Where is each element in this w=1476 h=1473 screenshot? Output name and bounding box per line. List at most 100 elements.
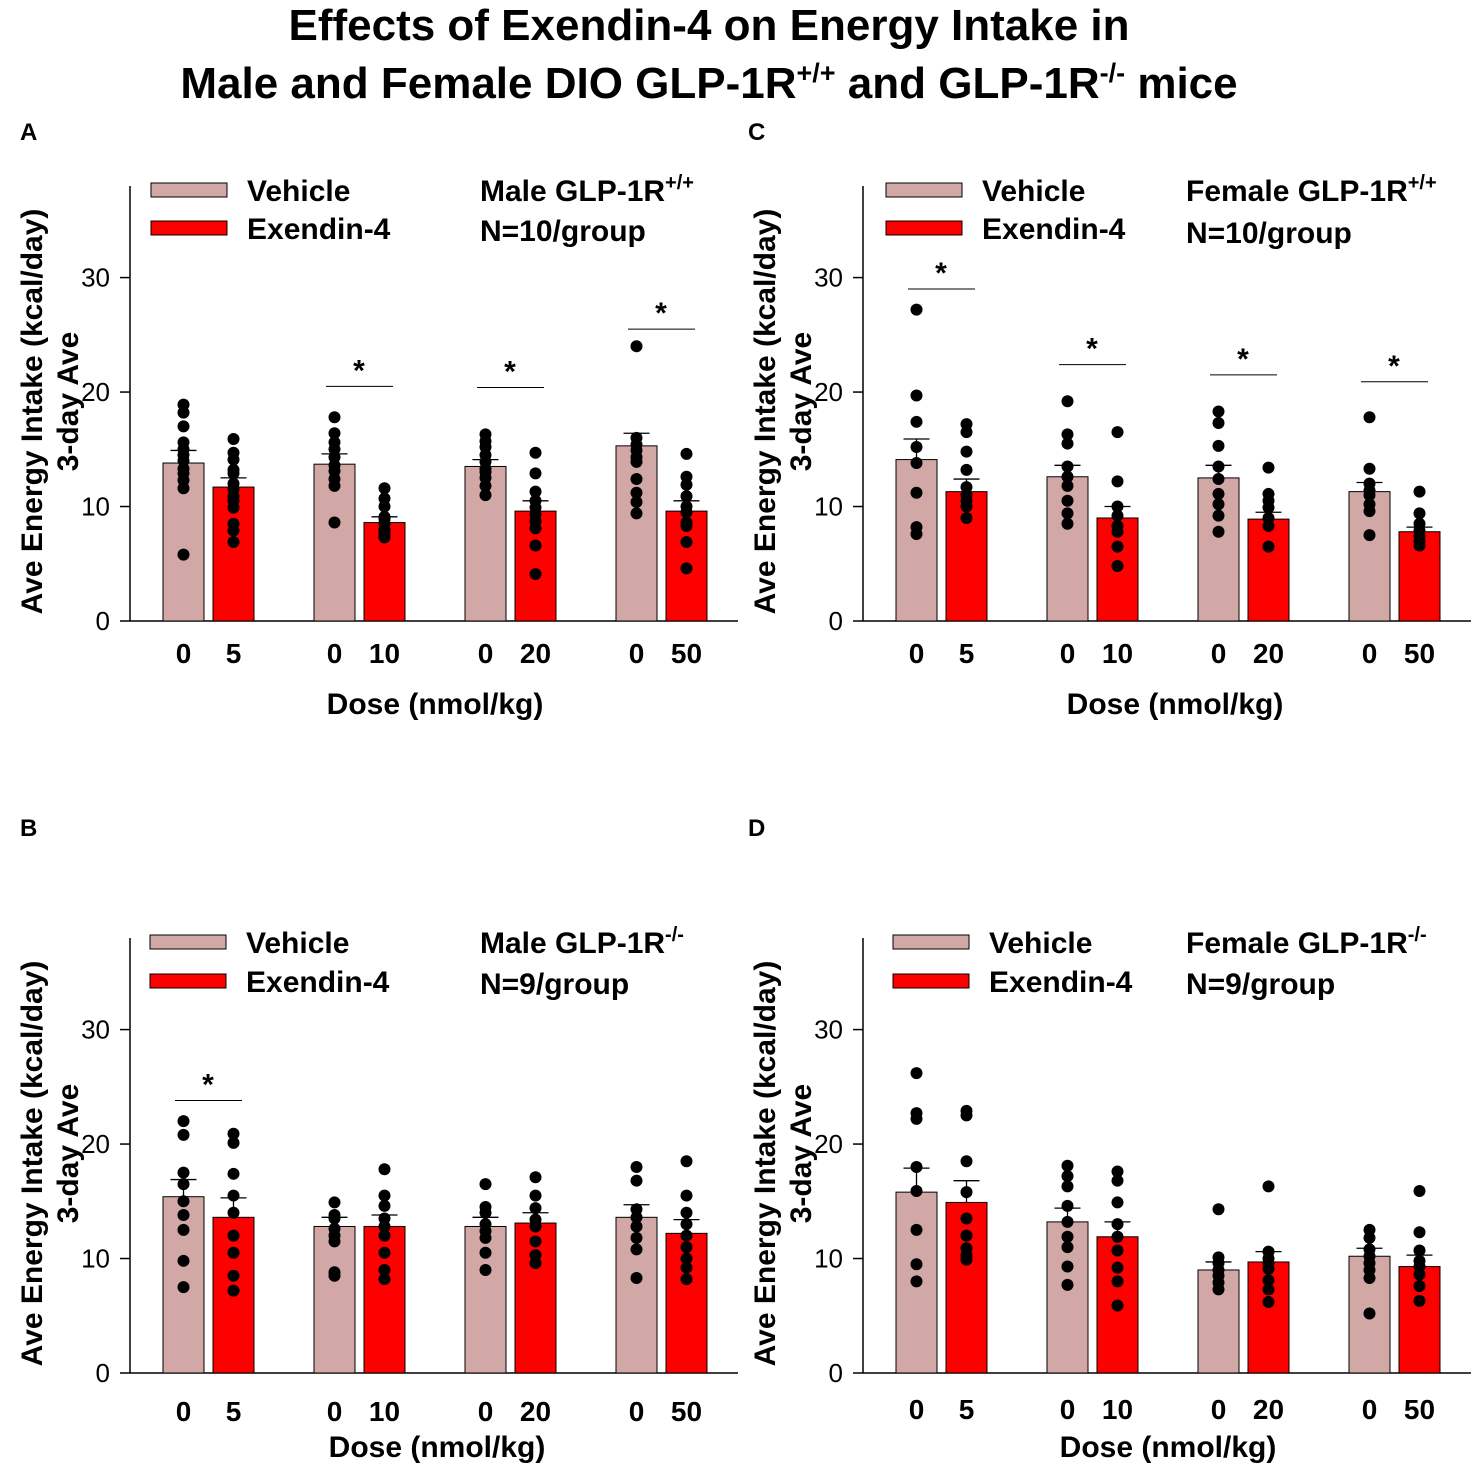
x-tick-label: 10	[1102, 638, 1133, 669]
genotype-text: Male GLP-1R	[480, 175, 665, 208]
legend-label: Vehicle	[989, 927, 1092, 960]
data-point-exendin	[1111, 509, 1124, 522]
data-point-vehicle	[910, 1067, 923, 1080]
figure-title-sup1: +/+	[796, 58, 836, 88]
x-tick-label: 0	[327, 1396, 343, 1427]
data-point-exendin	[960, 445, 973, 458]
data-point-vehicle	[630, 455, 643, 468]
data-point-vehicle	[910, 528, 923, 540]
data-point-exendin	[378, 531, 391, 544]
data-point-exendin	[680, 490, 693, 503]
chart-panel-d: D 0 10 20 30 Ave Energy Intake (kcal/day) 3-da…	[748, 815, 1471, 1464]
data-point-exendin	[960, 1155, 973, 1168]
data-point-vehicle	[1061, 1260, 1074, 1273]
y-tick-label: 20	[81, 377, 110, 407]
data-point-vehicle	[328, 1212, 341, 1225]
data-point-vehicle	[1061, 470, 1074, 483]
data-point-vehicle	[328, 1196, 341, 1209]
data-point-vehicle	[328, 479, 341, 492]
data-point-vehicle	[1061, 1180, 1074, 1193]
data-point-vehicle	[910, 441, 923, 453]
x-tick-label: 5	[226, 638, 242, 669]
genotype-text: Male GLP-1R	[480, 927, 665, 960]
data-point-vehicle	[177, 1166, 190, 1179]
data-point-exendin	[1413, 485, 1426, 498]
genotype-label: Male GLP-1R+/+	[480, 172, 694, 208]
x-tick-label: 0	[1060, 1394, 1076, 1425]
data-point-vehicle	[910, 1184, 923, 1197]
data-point-vehicle	[1061, 395, 1074, 408]
x-tick-label: 5	[959, 638, 975, 669]
data-point-vehicle	[1061, 460, 1074, 473]
data-point-vehicle	[1061, 479, 1074, 492]
data-point-vehicle	[479, 1246, 492, 1259]
y-axis-label-line2: 3-day Ave	[785, 332, 818, 472]
x-tick-label: 0	[1211, 1394, 1227, 1425]
data-point-exendin	[378, 1189, 391, 1202]
data-point-vehicle	[1363, 529, 1376, 542]
data-point-exendin	[1111, 500, 1124, 513]
data-point-exendin	[529, 1171, 542, 1184]
data-point-vehicle	[328, 1269, 341, 1282]
legend-swatch	[892, 934, 970, 950]
y-tick-label: 20	[814, 1129, 843, 1159]
data-point-exendin	[960, 500, 973, 513]
genotype-label: Female GLP-1R+/+	[1186, 172, 1437, 208]
y-tick-label: 30	[814, 1015, 843, 1045]
x-axis-label: Dose (nmol/kg)	[1067, 688, 1284, 721]
data-point-exendin	[960, 511, 973, 524]
data-point-exendin	[227, 453, 240, 466]
genotype-text: Female GLP-1R	[1186, 175, 1408, 208]
data-point-exendin	[680, 1218, 693, 1231]
data-point-exendin	[960, 463, 973, 476]
data-point-exendin	[529, 522, 542, 535]
data-point-exendin	[529, 1257, 542, 1270]
figure-title-part-a: Male and Female DIO GLP-1R	[180, 59, 797, 108]
data-point-vehicle	[910, 1112, 923, 1125]
data-point-vehicle	[910, 303, 923, 316]
legend-label: Exendin-4	[982, 213, 1126, 246]
data-point-exendin	[378, 1229, 391, 1242]
data-point-vehicle	[910, 1275, 923, 1288]
data-point-vehicle	[1061, 1230, 1074, 1243]
data-point-exendin	[378, 1273, 391, 1286]
group-size-label: N=10/group	[1186, 217, 1352, 250]
x-tick-label: 10	[369, 638, 400, 669]
data-point-exendin	[680, 1189, 693, 1202]
data-point-exendin	[227, 467, 240, 480]
data-point-vehicle	[1212, 1283, 1225, 1296]
significance-star: *	[655, 297, 667, 330]
x-tick-label: 0	[176, 638, 192, 669]
data-point-exendin	[1111, 1244, 1124, 1257]
data-point-vehicle	[177, 1115, 190, 1128]
y-tick-label: 30	[814, 263, 843, 293]
data-point-exendin	[1262, 519, 1275, 532]
data-point-exendin	[1111, 1299, 1124, 1312]
data-point-exendin	[680, 506, 693, 519]
data-point-exendin	[529, 539, 542, 552]
y-tick-label: 30	[81, 263, 110, 293]
significance-star: *	[353, 354, 365, 387]
data-point-exendin	[680, 519, 693, 532]
x-tick-label: 5	[226, 1396, 242, 1427]
data-point-vehicle	[1061, 1159, 1074, 1172]
data-point-exendin	[378, 482, 391, 495]
legend-swatch	[892, 973, 970, 989]
legend-swatch	[150, 182, 228, 198]
data-point-exendin	[1413, 1294, 1426, 1307]
legend-swatch	[885, 182, 963, 198]
data-point-exendin	[960, 1186, 973, 1199]
data-point-vehicle	[1363, 1271, 1376, 1284]
data-point-vehicle	[177, 1178, 190, 1191]
data-point-exendin	[227, 1269, 240, 1282]
data-point-vehicle	[630, 507, 643, 520]
genotype-superscript: -/-	[665, 924, 684, 946]
legend-label: Exendin-4	[246, 966, 390, 999]
data-point-exendin	[960, 1253, 973, 1266]
panel-letter: B	[20, 815, 37, 842]
data-point-exendin	[680, 1252, 693, 1265]
data-point-vehicle	[177, 420, 190, 433]
data-point-vehicle	[1363, 1231, 1376, 1244]
x-tick-label: 10	[369, 1396, 400, 1427]
significance-star: *	[935, 257, 947, 290]
